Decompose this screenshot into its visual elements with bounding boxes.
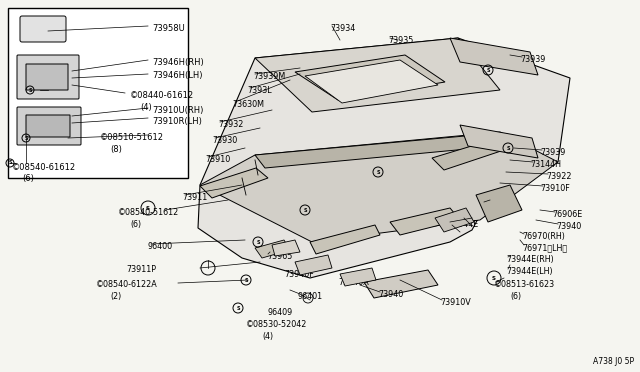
Text: 73910U(RH): 73910U(RH) — [152, 106, 204, 115]
Text: 73911: 73911 — [182, 193, 207, 202]
Text: 73911P: 73911P — [126, 265, 156, 274]
Text: 73939M: 73939M — [253, 72, 285, 81]
Text: ©08510-51612: ©08510-51612 — [100, 133, 164, 142]
Polygon shape — [364, 270, 438, 298]
Polygon shape — [255, 133, 510, 168]
Text: 73944E(LH): 73944E(LH) — [506, 267, 552, 276]
Text: S: S — [256, 240, 260, 244]
Text: 73940F: 73940F — [284, 270, 314, 279]
Text: 73910V: 73910V — [440, 298, 471, 307]
Text: 73934: 73934 — [330, 24, 355, 33]
Text: ©08540-61612: ©08540-61612 — [12, 163, 76, 172]
Text: S: S — [24, 135, 28, 141]
Text: 73144H: 73144H — [530, 160, 561, 169]
Polygon shape — [460, 125, 538, 158]
Text: 73932: 73932 — [482, 200, 508, 209]
Polygon shape — [200, 168, 268, 198]
Text: 73932: 73932 — [218, 120, 243, 129]
Text: 96409: 96409 — [268, 308, 293, 317]
Polygon shape — [450, 38, 538, 75]
Polygon shape — [390, 208, 460, 235]
Polygon shape — [198, 38, 570, 278]
Text: A738 J0 5P: A738 J0 5P — [593, 357, 634, 366]
Text: (8): (8) — [110, 145, 122, 154]
Text: 73910: 73910 — [205, 155, 230, 164]
Bar — [8, 8, 188, 178]
Text: (6): (6) — [510, 292, 521, 301]
Text: 73944E: 73944E — [448, 220, 478, 229]
Text: ©08513-61623: ©08513-61623 — [494, 280, 555, 289]
Text: 73930: 73930 — [212, 136, 237, 145]
Polygon shape — [295, 255, 332, 275]
Text: S: S — [244, 278, 248, 282]
Text: 73939: 73939 — [540, 148, 565, 157]
Text: ©08540-6122A: ©08540-6122A — [96, 280, 157, 289]
Polygon shape — [255, 38, 500, 112]
Text: S: S — [486, 67, 490, 73]
Text: S: S — [303, 208, 307, 212]
FancyBboxPatch shape — [26, 115, 70, 137]
Text: 73910R(LH): 73910R(LH) — [152, 117, 202, 126]
Text: 76970(RH): 76970(RH) — [522, 232, 565, 241]
Text: 76906E: 76906E — [552, 210, 582, 219]
Text: (4): (4) — [140, 103, 152, 112]
Text: (6): (6) — [130, 220, 141, 229]
Text: ©08530-52042: ©08530-52042 — [246, 320, 307, 329]
Text: S: S — [8, 160, 12, 166]
Text: 73946H(RH): 73946H(RH) — [152, 58, 204, 67]
Text: 76971〈LH〉: 76971〈LH〉 — [522, 243, 567, 252]
Text: 96401: 96401 — [298, 292, 323, 301]
Text: 96400: 96400 — [148, 242, 173, 251]
Polygon shape — [272, 240, 300, 256]
Text: 73935: 73935 — [388, 36, 413, 45]
Text: 73940: 73940 — [556, 222, 581, 231]
Text: (2): (2) — [110, 292, 121, 301]
FancyBboxPatch shape — [20, 16, 66, 42]
Text: (4): (4) — [262, 332, 273, 341]
Polygon shape — [476, 185, 522, 222]
Polygon shape — [200, 132, 558, 242]
Polygon shape — [310, 225, 380, 254]
Text: 73965: 73965 — [267, 252, 292, 261]
Text: S: S — [236, 305, 240, 311]
Text: 73922: 73922 — [546, 172, 572, 181]
Text: 73944E(RH): 73944E(RH) — [506, 255, 554, 264]
Text: S: S — [492, 276, 496, 280]
Polygon shape — [305, 60, 438, 103]
FancyBboxPatch shape — [17, 107, 81, 145]
Polygon shape — [435, 208, 474, 232]
FancyBboxPatch shape — [17, 55, 79, 99]
Text: (6): (6) — [22, 174, 34, 183]
Text: 73958U: 73958U — [152, 24, 185, 33]
Text: 73940A: 73940A — [338, 278, 369, 287]
Text: 73940: 73940 — [378, 290, 403, 299]
Text: 7393L: 7393L — [247, 86, 271, 95]
Polygon shape — [432, 138, 510, 170]
Text: 73939: 73939 — [520, 55, 545, 64]
Text: S: S — [28, 87, 32, 93]
Polygon shape — [295, 55, 445, 100]
FancyBboxPatch shape — [26, 64, 68, 90]
Text: S: S — [146, 205, 150, 211]
Text: S: S — [376, 170, 380, 174]
Text: 73946H(LH): 73946H(LH) — [152, 71, 202, 80]
Polygon shape — [340, 268, 376, 286]
Text: 73910F: 73910F — [540, 184, 570, 193]
Text: ©08540-51612: ©08540-51612 — [118, 208, 179, 217]
Polygon shape — [255, 240, 290, 258]
Text: S: S — [506, 145, 509, 151]
Text: 73630M: 73630M — [232, 100, 264, 109]
Text: ©08440-61612: ©08440-61612 — [130, 91, 194, 100]
